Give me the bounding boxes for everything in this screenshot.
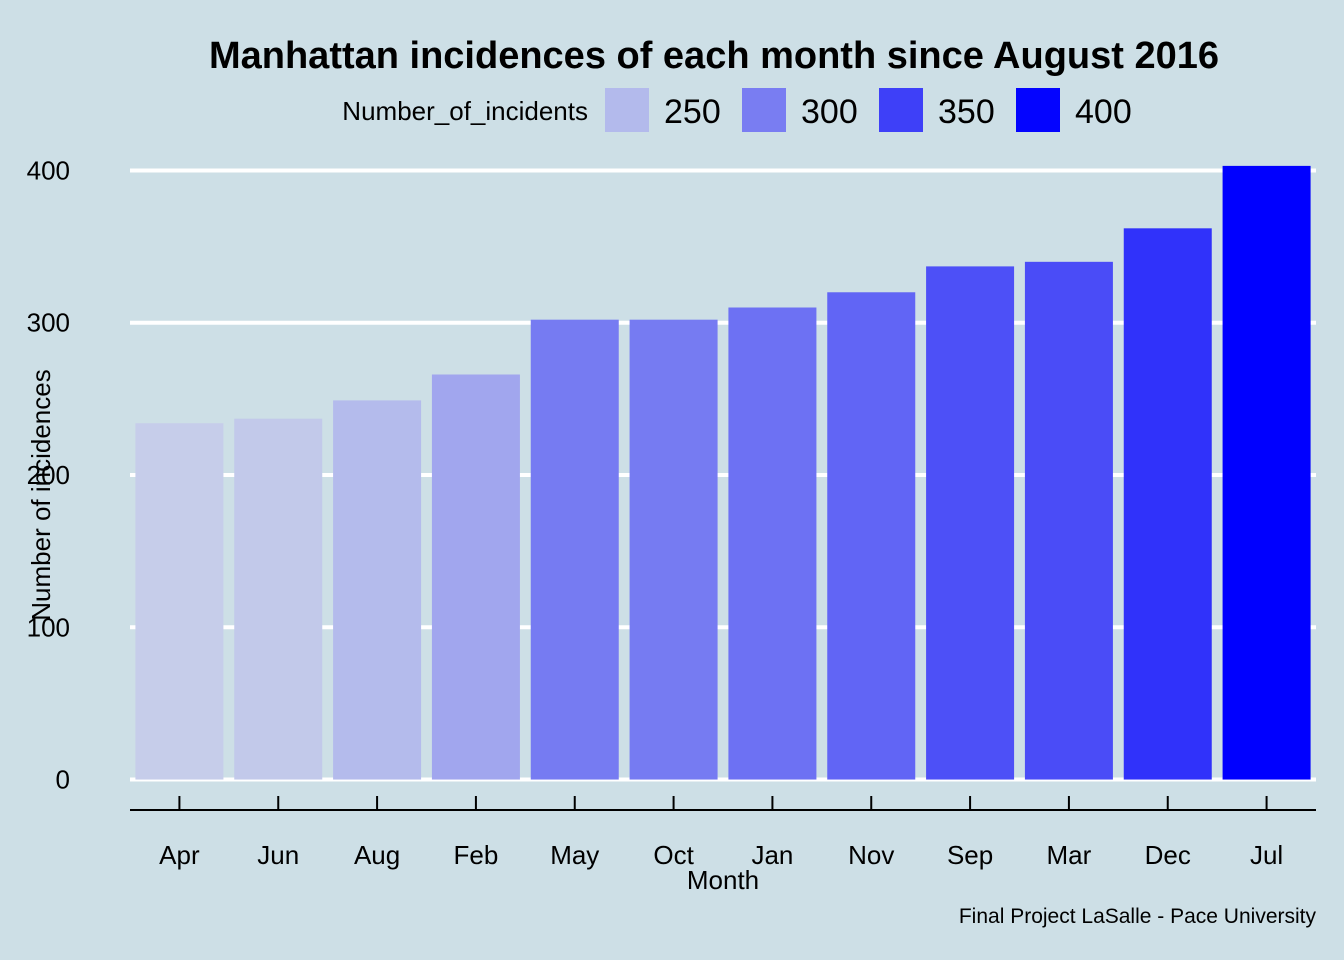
y-tick-label: 400 bbox=[27, 155, 70, 185]
legend-swatch bbox=[742, 88, 786, 132]
plot-area: 0 100 200 300 400 Apr Jun Aug Feb May Oct Jan Nov Se… bbox=[27, 155, 1316, 870]
legend-label: 250 bbox=[664, 93, 721, 131]
bar-jun bbox=[234, 418, 323, 780]
bar-oct bbox=[629, 319, 718, 780]
bar-feb bbox=[431, 374, 520, 780]
legend-label: 400 bbox=[1075, 93, 1132, 131]
x-tick-label: Jan bbox=[751, 840, 793, 870]
y-tick-labels: 0 100 200 300 400 bbox=[27, 155, 70, 794]
bar-dec bbox=[1123, 228, 1212, 780]
bar-mar bbox=[1024, 261, 1113, 780]
legend-swatch bbox=[879, 88, 923, 132]
bar-may bbox=[530, 319, 619, 780]
x-tick-label: Feb bbox=[454, 840, 499, 870]
x-tick-label: Aug bbox=[354, 840, 400, 870]
legend-label: 350 bbox=[938, 93, 995, 131]
x-tick-label: Oct bbox=[653, 840, 694, 870]
x-ticks: Apr Jun Aug Feb May Oct Jan Nov Sep Mar Dec Jul bbox=[159, 796, 1283, 870]
x-tick-label: Dec bbox=[1145, 840, 1191, 870]
bar-nov bbox=[827, 292, 916, 780]
x-tick-label: Jul bbox=[1250, 840, 1283, 870]
x-tick-label: Jun bbox=[257, 840, 299, 870]
legend-keys: 250 300 350 400 bbox=[605, 88, 1132, 132]
y-tick-label: 300 bbox=[27, 308, 70, 338]
legend-swatch bbox=[605, 88, 649, 132]
caption: Final Project LaSalle - Pace University bbox=[959, 905, 1317, 928]
chart-title: Manhattan incidences of each month since… bbox=[209, 35, 1219, 77]
x-tick-label: Nov bbox=[848, 840, 894, 870]
y-tick-label: 0 bbox=[56, 765, 70, 795]
legend-title: Number_of_incidents bbox=[342, 96, 588, 126]
bar-jul bbox=[1222, 165, 1311, 780]
x-tick-label: Sep bbox=[947, 840, 993, 870]
x-tick-label: May bbox=[550, 840, 599, 870]
y-axis-title: Number of incidences bbox=[26, 369, 56, 620]
x-tick-label: Apr bbox=[159, 840, 200, 870]
bar-jan bbox=[728, 307, 817, 780]
bar-apr bbox=[135, 423, 224, 780]
bar-aug bbox=[333, 400, 422, 780]
bar-sep bbox=[926, 266, 1015, 780]
bars bbox=[135, 165, 1311, 780]
x-tick-label: Mar bbox=[1047, 840, 1092, 870]
y-tick-label: 200 bbox=[27, 460, 70, 490]
x-axis-title: Month bbox=[687, 865, 759, 895]
y-tick-label: 100 bbox=[27, 612, 70, 642]
legend: Number_of_incidents 250 300 350 400 bbox=[342, 88, 1132, 132]
gridlines bbox=[130, 168, 1316, 782]
legend-swatch bbox=[1016, 88, 1060, 132]
legend-label: 300 bbox=[801, 93, 858, 131]
